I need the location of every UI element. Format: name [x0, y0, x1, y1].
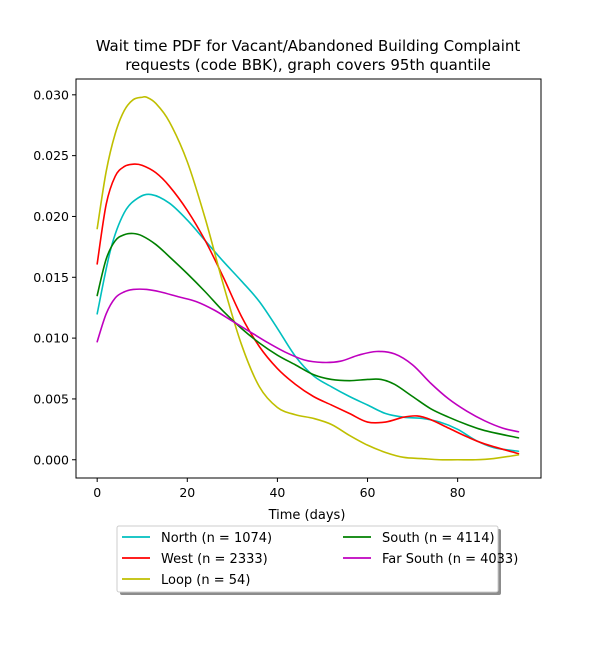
x-axis: 0 20 40 60 80: [93, 478, 466, 500]
y-tick-label-2: 0.010: [33, 331, 69, 346]
plot-frame: [75, 78, 542, 479]
legend-box: [116, 525, 499, 593]
chart-title-line-1: Wait time PDF for Vacant/Abandoned Build…: [96, 37, 521, 55]
legend-label-2: Loop (n = 54): [161, 573, 250, 588]
series-layer: [96, 95, 520, 461]
chart-title-line-2: requests (code BBK), graph covers 95th q…: [125, 56, 491, 74]
y-tick-label-4: 0.020: [33, 209, 69, 224]
legend-label-3: South (n = 4114): [382, 531, 495, 546]
y-axis: 0.000 0.005 0.010 0.015 0.020 0.025 0.030: [33, 87, 76, 467]
y-tick-label-0: 0.000: [33, 452, 69, 467]
legend-label-0: North (n = 1074): [161, 531, 272, 546]
series-line-2: [96, 95, 520, 461]
x-tick-label-1: 20: [179, 485, 195, 500]
series-line-4: [96, 288, 520, 433]
series-line-3: [96, 232, 520, 439]
series-line-0: [96, 193, 520, 453]
legend: North (n = 1074) West (n = 2333) Loop (n =…: [116, 525, 518, 595]
y-tick-label-5: 0.025: [33, 148, 69, 163]
legend-label-1: West (n = 2333): [161, 552, 268, 567]
x-tick-label-0: 0: [93, 485, 101, 500]
legend-label-4: Far South (n = 4033): [382, 552, 518, 567]
x-tick-label-3: 60: [360, 485, 376, 500]
y-tick-label-1: 0.005: [33, 391, 69, 406]
series-line-1: [96, 163, 520, 455]
x-tick-label-4: 80: [450, 485, 466, 500]
x-axis-label: Time (days): [268, 508, 346, 523]
y-tick-label-3: 0.015: [33, 270, 69, 285]
x-tick-label-2: 40: [269, 485, 285, 500]
y-tick-label-6: 0.030: [33, 87, 69, 102]
